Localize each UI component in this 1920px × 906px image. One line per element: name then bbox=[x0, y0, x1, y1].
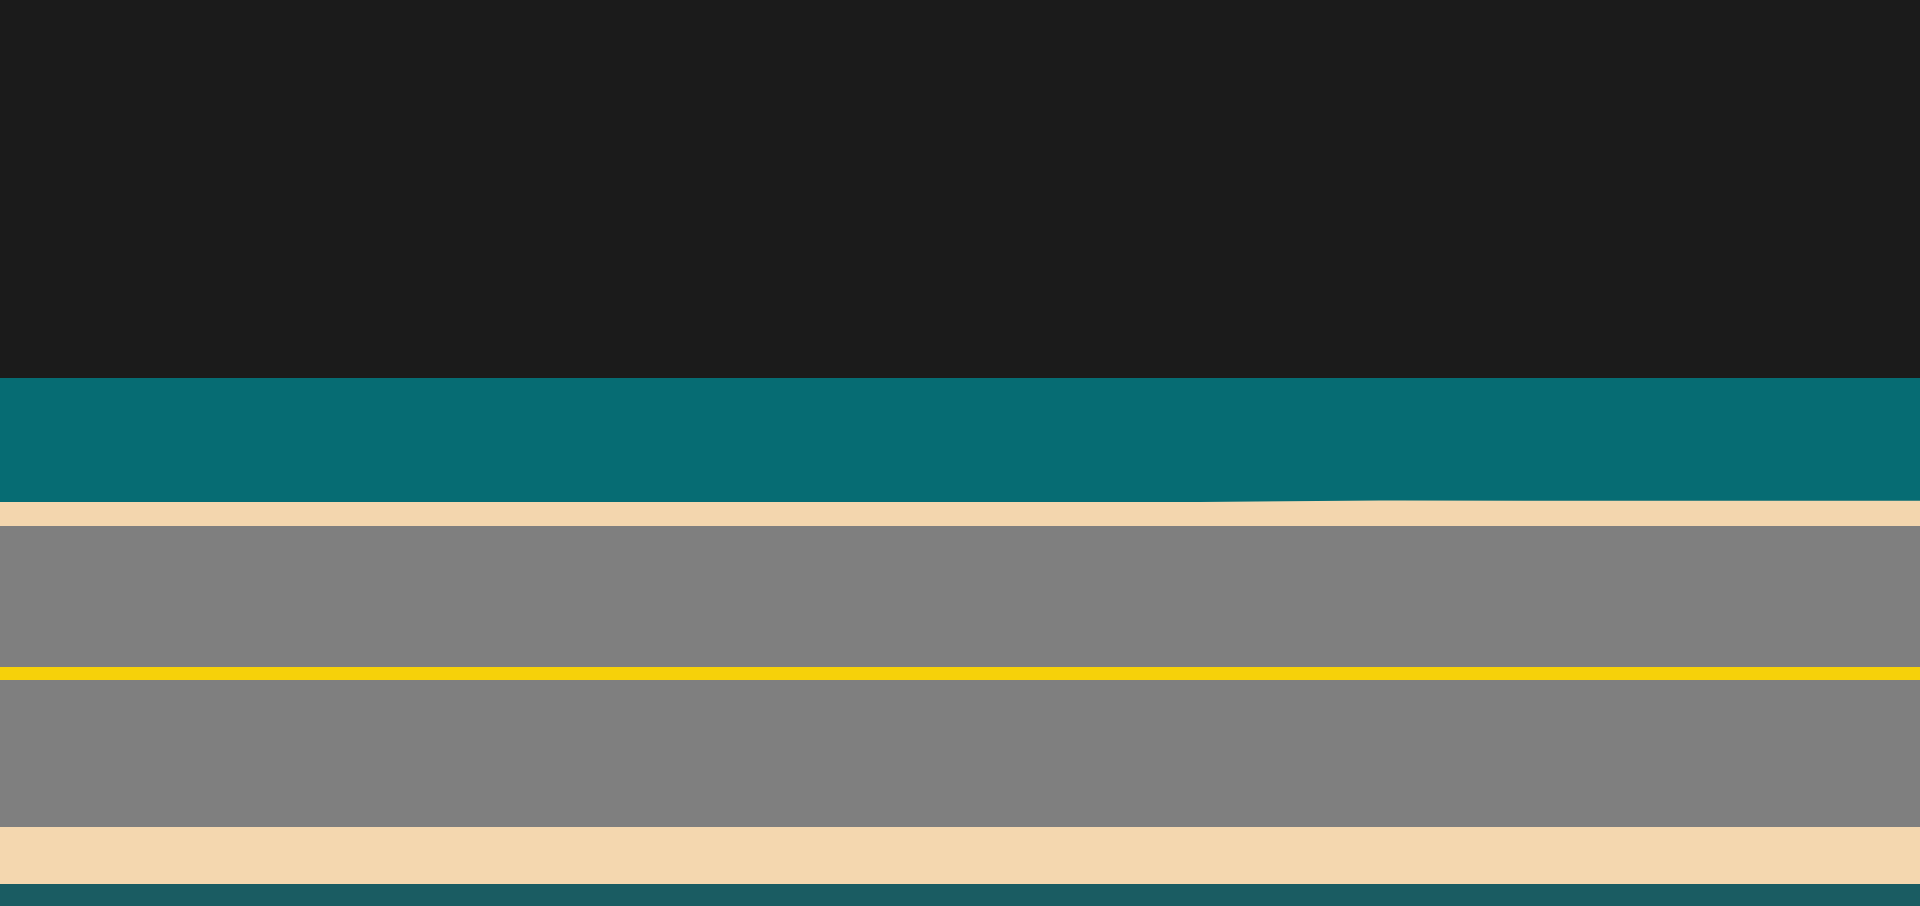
upper-sand-strip bbox=[0, 502, 1920, 526]
road-center-line bbox=[0, 667, 1920, 680]
road-upper-lane bbox=[0, 526, 1920, 667]
lower-water bbox=[0, 884, 1920, 906]
night-sky bbox=[0, 0, 1920, 378]
road-lower-lane bbox=[0, 680, 1920, 827]
lower-sand-strip bbox=[0, 827, 1920, 884]
upper-water bbox=[0, 378, 1920, 503]
